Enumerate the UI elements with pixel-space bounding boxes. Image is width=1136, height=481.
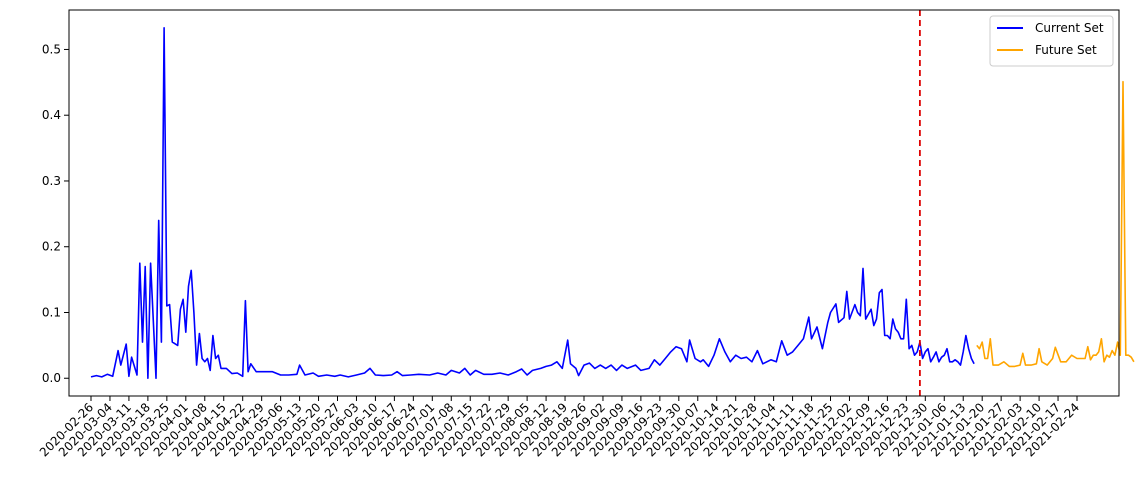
plot-frame bbox=[68, 9, 1120, 397]
y-tick-label: 0.0 bbox=[42, 371, 61, 385]
legend-current-label: Current Set bbox=[1035, 21, 1104, 35]
series-line-future-set bbox=[976, 80, 1135, 368]
x-axis: 2020-02-262020-03-042020-03-112020-03-18… bbox=[37, 396, 1082, 459]
plot-area bbox=[69, 10, 1119, 396]
y-tick-label: 0.3 bbox=[42, 174, 61, 188]
y-tick-label: 0.4 bbox=[42, 108, 61, 122]
y-tick-label: 0.1 bbox=[42, 305, 61, 319]
series-line-current-set bbox=[90, 27, 975, 379]
y-axis: 0.0 0.1 0.2 0.3 0.4 0.5 bbox=[42, 42, 69, 385]
y-tick-label: 0.5 bbox=[42, 42, 61, 56]
series-layer bbox=[90, 27, 1135, 379]
legend: Current Set Future Set bbox=[989, 15, 1114, 67]
y-tick-label: 0.2 bbox=[42, 240, 61, 254]
legend-future-label: Future Set bbox=[1035, 43, 1097, 57]
